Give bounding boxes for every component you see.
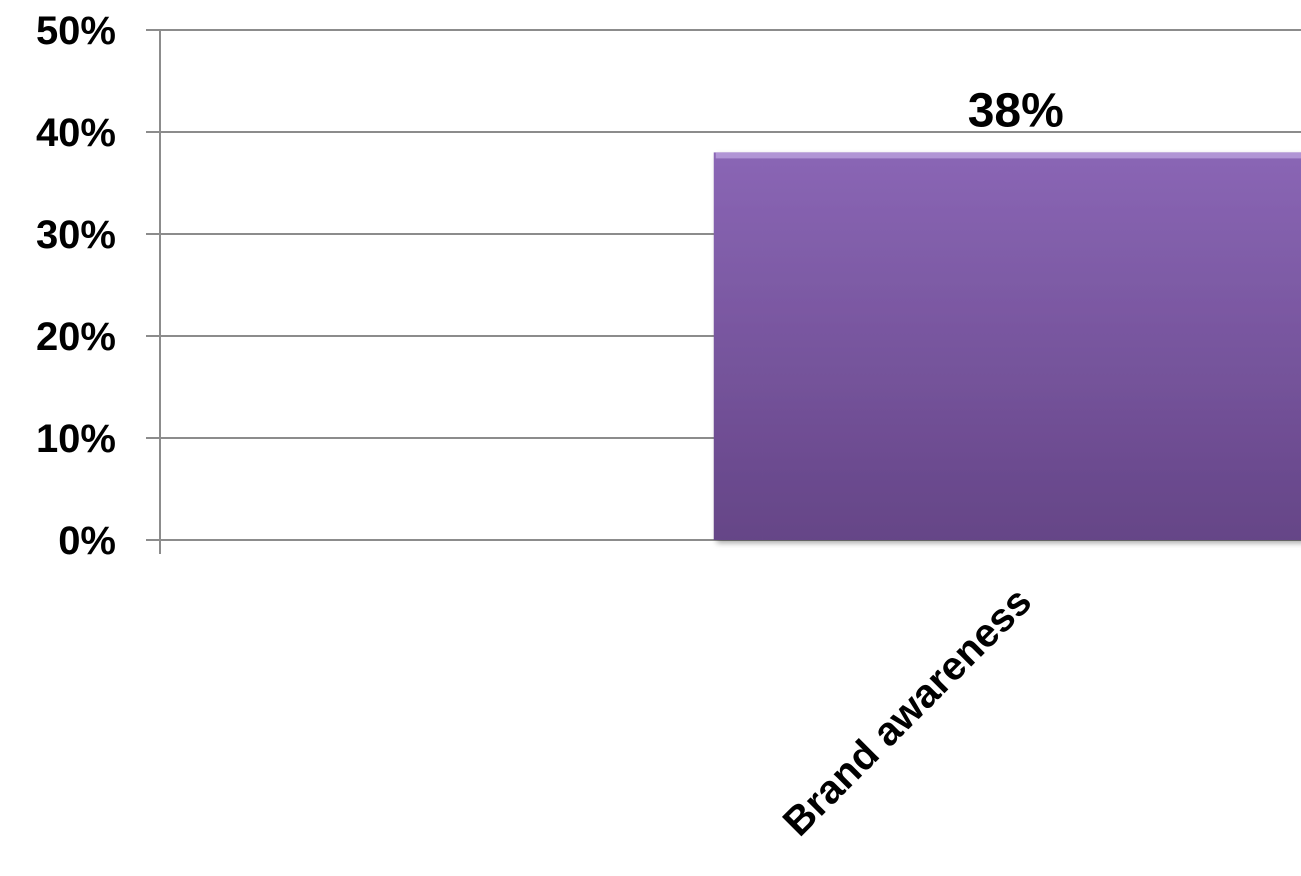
data-label-brand-awareness: 38%	[968, 84, 1064, 137]
y-tick-label-50: 50%	[36, 9, 116, 53]
y-tick-label-20: 20%	[36, 315, 116, 359]
y-tick-label-0: 0%	[58, 519, 116, 563]
bar-highlight	[715, 152, 1301, 159]
bar-brand-awareness	[713, 152, 1301, 540]
y-tick-label-30: 30%	[36, 213, 116, 257]
y-tick-label-10: 10%	[36, 417, 116, 461]
y-tick-label-40: 40%	[36, 111, 116, 155]
axes	[146, 29, 161, 554]
bars	[713, 152, 1301, 540]
x-tick-label-brand-awareness: Brand awareness	[775, 579, 1040, 844]
